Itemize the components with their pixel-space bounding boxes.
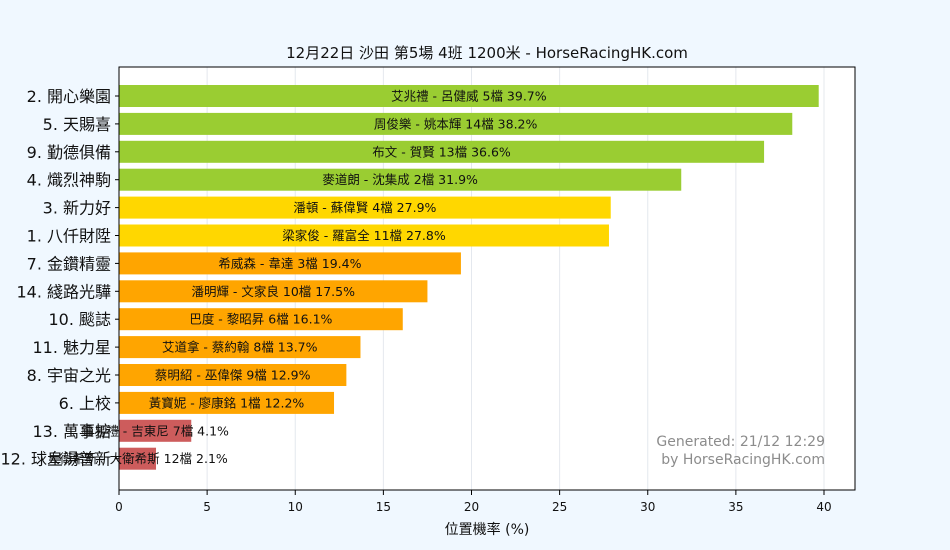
category-label: 8. 宇宙之光 (27, 366, 111, 385)
footer-generated: Generated: 21/12 12:29 (656, 434, 825, 450)
category-label: 5. 天賜喜 (43, 115, 111, 134)
footer-site: by HorseRacingHK.com (661, 452, 825, 468)
x-tick-label: 35 (728, 500, 743, 514)
x-tick-label: 25 (552, 500, 567, 514)
bar-value-label: 潘明輝 - 文家良 10檔 17.5% (191, 284, 355, 299)
bar-value-label: 蔡明紹 - 巫偉傑 9檔 12.9% (155, 368, 311, 383)
category-label: 11. 魅力星 (32, 338, 111, 357)
x-tick-label: 15 (376, 500, 391, 514)
bar (119, 419, 192, 442)
x-tick-label: 10 (288, 500, 303, 514)
category-label: 3. 新力好 (43, 199, 111, 218)
x-axis-ticks: 0 5 10 15 20 25 30 35 40 (115, 95, 832, 514)
plot-area (118, 66, 856, 491)
gridlines (118, 67, 825, 490)
bar-value-label: 鍾易禮 - 吉東尼 7檔 4.1% (81, 423, 229, 438)
bar (119, 391, 335, 414)
bar-value-label: 梁家俊 - 羅富全 11檔 27.8% (282, 228, 446, 243)
bar (119, 224, 609, 247)
bars (119, 85, 819, 470)
x-tick-label: 30 (640, 500, 655, 514)
chart-title: 12月22日 沙田 第5場 4班 1200米 - HorseRacingHK.c… (286, 44, 688, 62)
bar-value-label: 巴度 - 黎昭昇 6檔 16.1% (189, 312, 332, 327)
bar-value-label: 艾道拿 - 蔡約翰 8檔 13.7% (162, 340, 318, 355)
bar (119, 112, 793, 135)
bar-value-label: 黃寶妮 - 廖康銘 1檔 12.2% (149, 395, 305, 410)
x-tick-label: 5 (203, 500, 211, 514)
bar (119, 280, 428, 303)
category-label: 10. 颷誌 (48, 310, 111, 329)
x-tick-label: 0 (115, 500, 123, 514)
bar (119, 85, 819, 107)
plot-frame (118, 66, 856, 491)
category-label: 6. 上校 (59, 394, 111, 413)
bar-value-label: 希威森 - 韋達 3檔 19.4% (218, 256, 361, 271)
bar-value-label: 潘頓 - 蘇偉賢 4檔 27.9% (293, 200, 436, 215)
bar-value-label: 艾兆禮 - 呂健威 5檔 39.7% (391, 89, 547, 104)
bar (119, 168, 682, 191)
bar (119, 447, 157, 470)
category-label: 4. 熾烈神駒 (27, 171, 111, 190)
category-label: 14. 綫路光驊 (16, 282, 111, 301)
bar (119, 308, 403, 331)
category-label: 2. 開心樂園 (27, 87, 111, 106)
category-label: 12. 球皇湯普新 (0, 450, 111, 469)
bar (119, 252, 461, 275)
bar-value-label: 周俊樂 - 姚本輝 14檔 38.2% (374, 116, 538, 131)
category-label: 7. 金鑽精靈 (27, 254, 111, 273)
bar (119, 196, 611, 219)
bar-value-label: 布文 - 賀賢 13檔 36.6% (372, 144, 511, 159)
bar-value-label: 大衛希斯 - 大衛希斯 12檔 2.1% (47, 451, 228, 466)
x-tick-label: 40 (816, 500, 831, 514)
x-tick-label: 20 (464, 500, 479, 514)
bar (119, 364, 347, 386)
category-label: 13. 萬事掂 (32, 422, 111, 441)
x-axis-title: 位置機率 (%) (445, 521, 530, 538)
bar (119, 140, 765, 163)
category-label: 1. 八仟財陞 (27, 227, 111, 246)
bar-value-label: 麥道朗 - 沈集成 2檔 31.9% (322, 172, 478, 187)
bar (119, 336, 361, 359)
bar-labels: 艾兆禮 - 呂健威 5檔 39.7% 周俊樂 - 姚本輝 14檔 38.2% 布文 … (47, 89, 547, 467)
category-labels: 2. 開心樂園 5. 天賜喜 9. 勤德俱備 4. 熾烈神駒 3. 新力好 1. 八仟財陞… (0, 87, 111, 469)
category-label: 9. 勤德俱備 (27, 143, 111, 162)
